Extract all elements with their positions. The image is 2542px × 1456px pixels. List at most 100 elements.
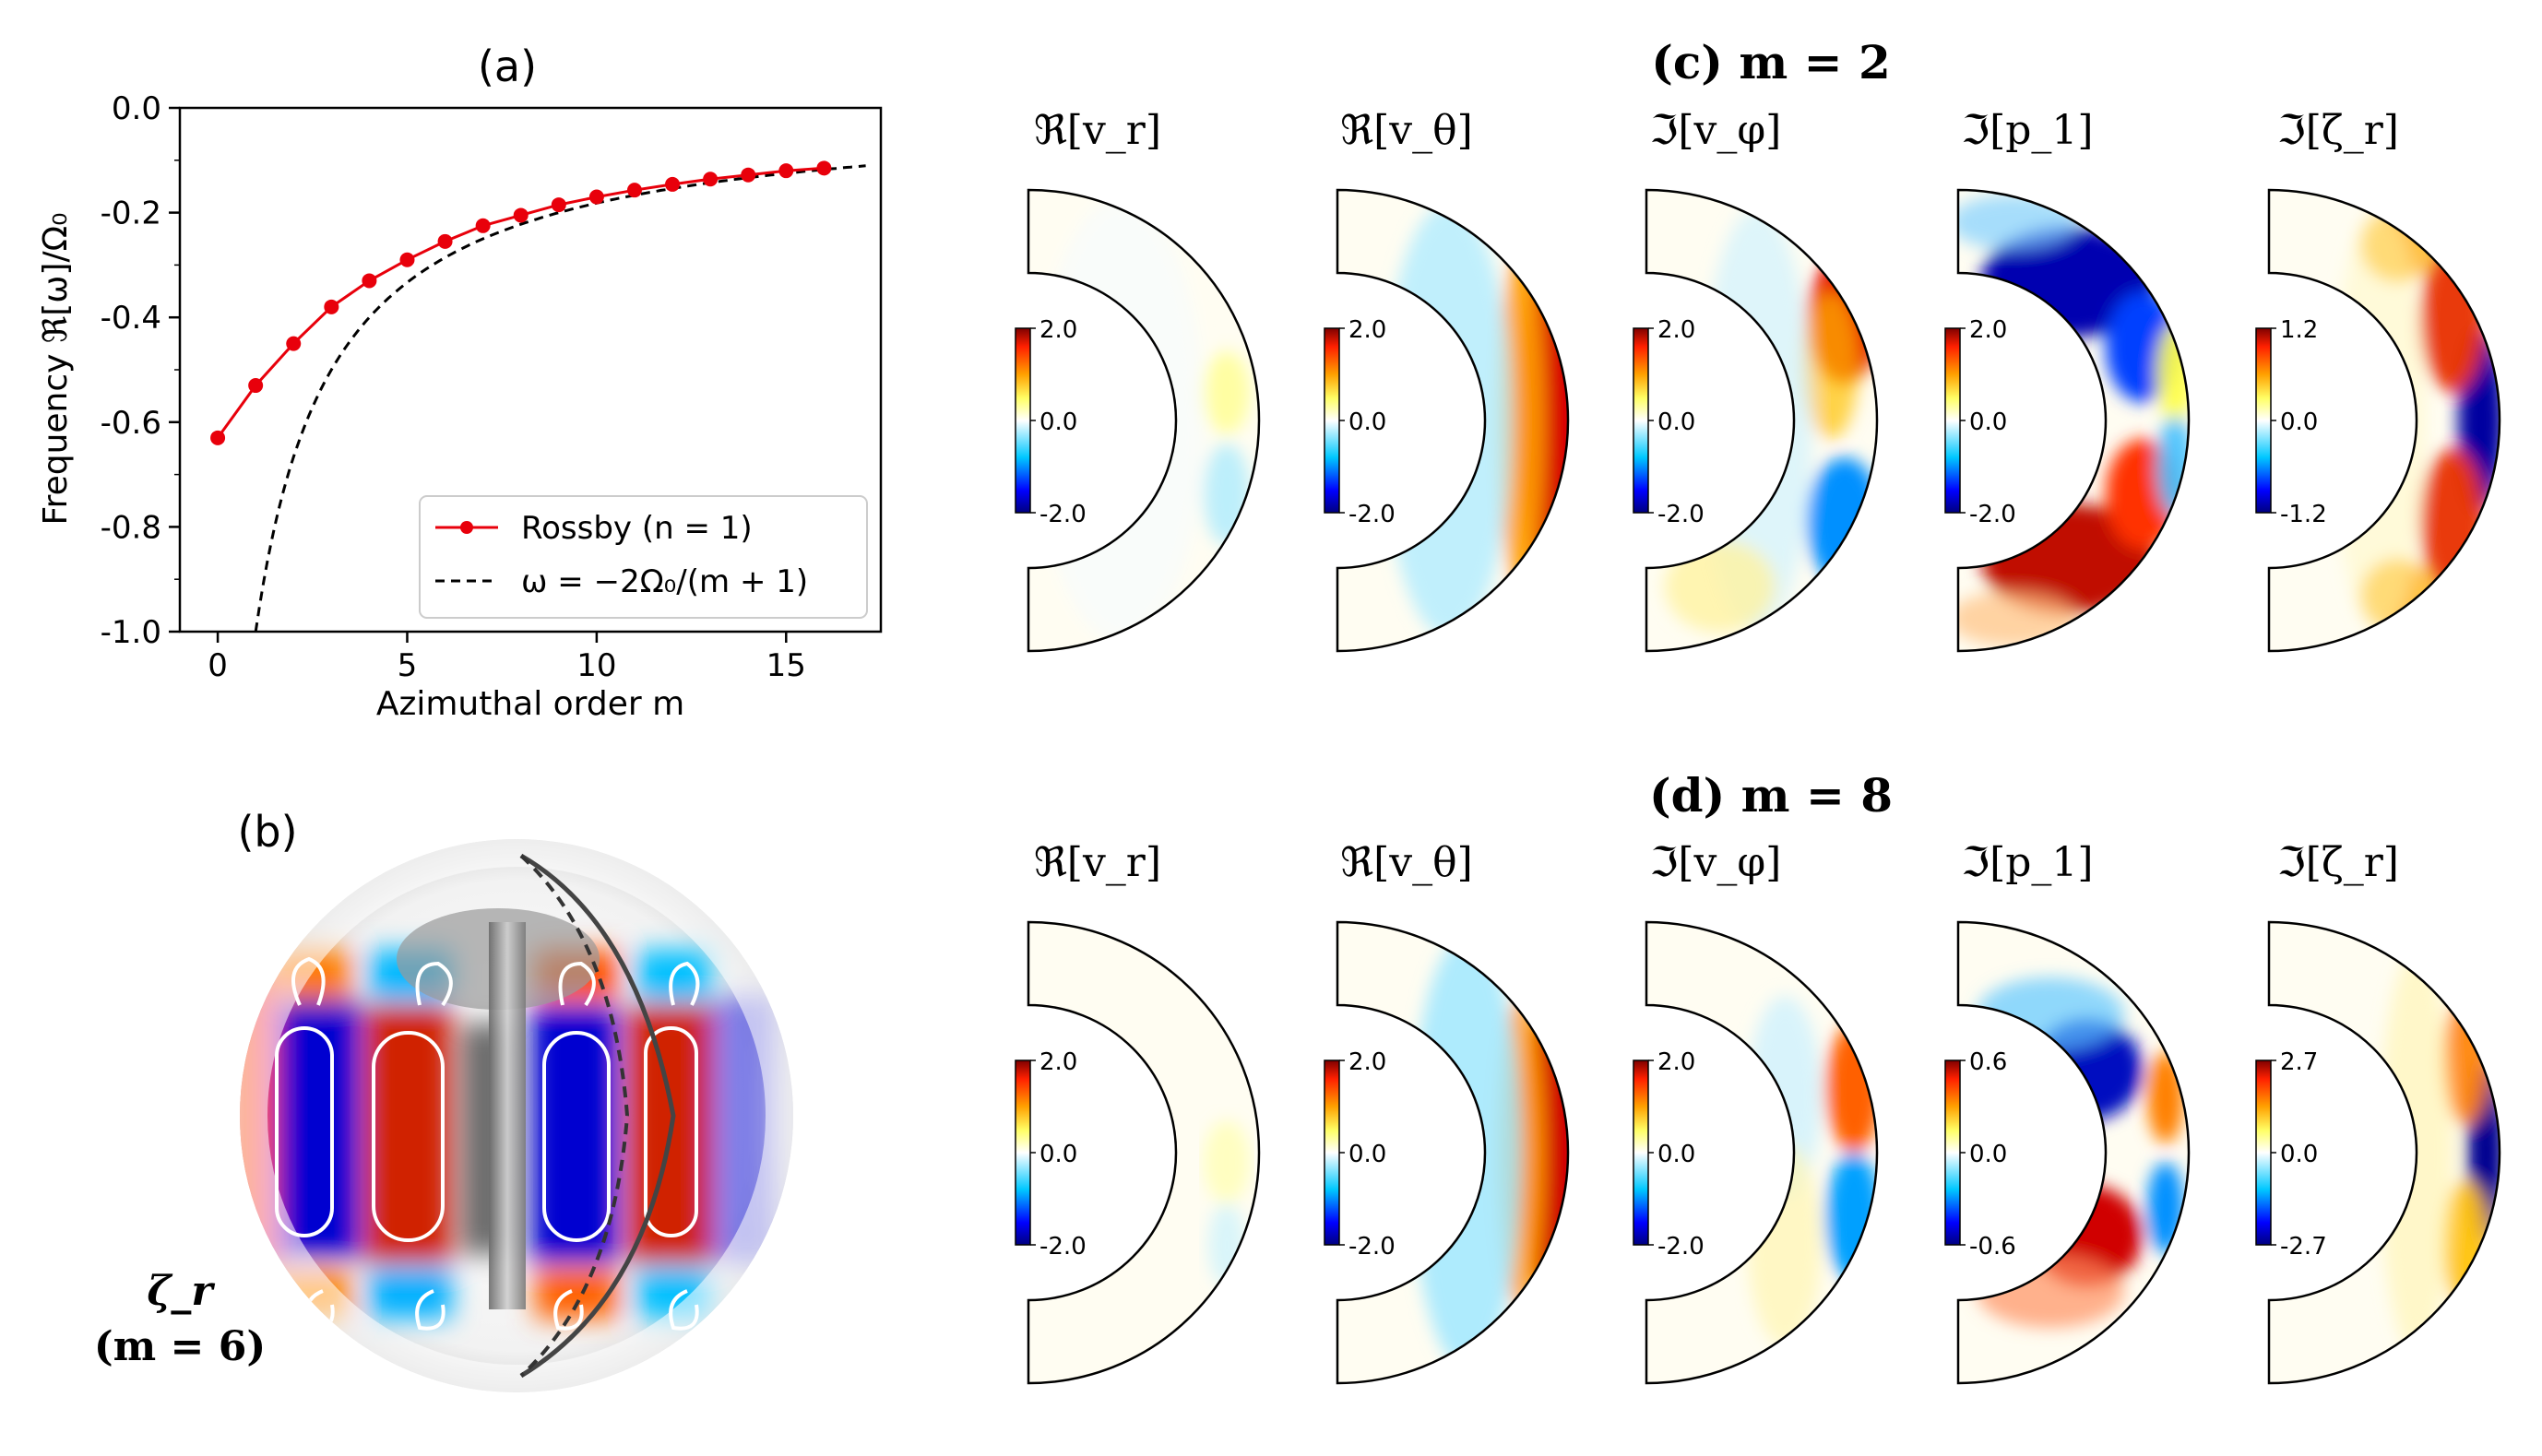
colorbar-label: 0.0 xyxy=(1657,408,1695,436)
rossby-point xyxy=(665,176,681,192)
rossby-point xyxy=(816,160,832,176)
slice-title: ℑ[ζ_r] xyxy=(2277,107,2399,154)
slice-title: ℑ[p_1] xyxy=(1961,839,2093,886)
rossby-point xyxy=(588,189,604,205)
x-tick-label: 5 xyxy=(398,647,418,684)
panel-d-slice-3: ℑ[p_1] 0.6 0.0 -0.6 xyxy=(1944,839,2191,1385)
legend-rossby-marker xyxy=(460,521,473,534)
rossby-point xyxy=(324,299,339,314)
legend-box xyxy=(419,495,868,619)
rossby-point xyxy=(513,207,529,223)
colorbar-label: 0.0 xyxy=(1969,1141,2007,1168)
field-blob xyxy=(1204,1120,1250,1203)
colorbar-label: 0.0 xyxy=(1039,408,1077,436)
rossby-point xyxy=(399,252,415,267)
slice-title: ℑ[v_φ] xyxy=(1650,107,1782,154)
colorbar-label: -2.0 xyxy=(1969,501,2016,528)
panel-c-slice-1: ℜ[v_θ] 2.0 0.0 -2.0 xyxy=(1324,107,1570,653)
colorbar-label: 2.0 xyxy=(1039,1048,1077,1076)
field-blob xyxy=(1411,936,1522,1369)
slice-title: ℑ[p_1] xyxy=(1961,107,2093,154)
rossby-point xyxy=(437,233,453,249)
panel-d-slice-2: ℑ[v_φ] 2.0 0.0 -2.0 xyxy=(1633,839,1879,1385)
field-blob xyxy=(1204,444,1250,545)
colorbar-label: -2.7 xyxy=(2280,1233,2327,1261)
colorbar-label: 2.0 xyxy=(1348,316,1386,344)
legend: Rossby (n = 1) ω = −2Ω₀/(m + 1) xyxy=(419,495,868,619)
series-analytic-line xyxy=(254,164,866,633)
colorbar-label: 0.0 xyxy=(1348,1141,1386,1168)
panel-c-slice-0: ℜ[v_r] 2.0 0.0 -2.0 xyxy=(1015,107,1261,653)
colorbar-label: -2.0 xyxy=(1039,1233,1087,1261)
panel-c-slice-4: ℑ[ζ_r] 1.2 0.0 -1.2 xyxy=(2255,107,2501,653)
slice-title: ℜ[v_θ] xyxy=(1340,107,1473,154)
rossby-point xyxy=(741,167,756,183)
slice-title: ℜ[v_θ] xyxy=(1340,839,1473,886)
colorbar xyxy=(2255,1059,2272,1246)
field-blob xyxy=(1958,195,2078,250)
field-blob xyxy=(2147,1051,2184,1143)
legend-rossby-label: Rossby (n = 1) xyxy=(521,510,753,547)
colorbar xyxy=(1944,327,1961,514)
panel-c-title: (c) m = 2 xyxy=(1651,35,1891,89)
panel-b-mode-label: (m = 6) xyxy=(94,1323,266,1370)
rossby-point xyxy=(703,172,719,187)
colorbar-label: 0.0 xyxy=(1039,1141,1077,1168)
panel-c-slice-2: ℑ[v_φ] 2.0 0.0 -2.0 xyxy=(1633,107,1879,653)
annulus-outline xyxy=(1336,920,1570,1385)
rossby-point xyxy=(778,163,794,179)
field-blob xyxy=(1665,540,1776,633)
y-axis-label: Frequency ℜ[ω]/Ω₀ xyxy=(37,212,75,525)
colorbar-label: -1.2 xyxy=(2280,501,2327,528)
field-blob xyxy=(1977,977,2124,1051)
colorbar-label: -2.0 xyxy=(1657,1233,1705,1261)
meridian-solid xyxy=(519,853,676,1379)
colorbar-label: -2.0 xyxy=(1657,501,1705,528)
colorbar-label: 2.0 xyxy=(1657,1048,1695,1076)
panel-a-title: (a) xyxy=(478,41,537,91)
panel-b-sphere: (b) xyxy=(94,807,793,1392)
annulus-fill xyxy=(1028,190,1259,651)
rossby-point xyxy=(286,336,302,351)
colorbar-label: 2.0 xyxy=(1969,316,2007,344)
y-tick-label: -1.0 xyxy=(101,614,161,651)
field-blob xyxy=(2334,208,2426,633)
field-blob xyxy=(1499,245,1545,596)
slice-title: ℜ[v_r] xyxy=(1034,839,1161,886)
y-tick-label: -0.4 xyxy=(101,300,161,337)
colorbar-label: 0.6 xyxy=(1969,1048,2007,1076)
y-tick-label: -0.2 xyxy=(101,195,161,232)
colorbar-label: 0.0 xyxy=(2280,408,2318,436)
y-tick-label: -0.8 xyxy=(101,509,161,546)
colorbar-label: 2.0 xyxy=(1657,316,1695,344)
y-tick-label: 0.0 xyxy=(112,90,161,127)
annulus-outline xyxy=(1956,188,2191,653)
meridian-dashed xyxy=(519,854,630,1378)
slice-title: ℑ[ζ_r] xyxy=(2277,839,2399,886)
field-blob xyxy=(1803,291,1859,439)
colorbar-label: 2.0 xyxy=(1348,1048,1386,1076)
x-tick-label: 0 xyxy=(208,647,228,684)
colorbar-label: -2.0 xyxy=(1348,501,1396,528)
annulus-outline xyxy=(2267,920,2501,1385)
annulus-outline xyxy=(1956,920,2191,1385)
rossby-point xyxy=(210,430,226,445)
annulus-outline xyxy=(1645,188,1879,653)
colorbar-label: 2.0 xyxy=(1039,316,1077,344)
colorbar-label: 0.0 xyxy=(1969,408,2007,436)
field-blob xyxy=(2147,1162,2184,1254)
colorbar xyxy=(2255,327,2272,514)
rossby-point xyxy=(248,378,264,394)
annulus-outline xyxy=(1336,188,1570,653)
colorbar-label: -2.0 xyxy=(1039,501,1087,528)
colorbar xyxy=(1633,1059,1649,1246)
rossby-point xyxy=(362,273,377,289)
x-axis-label: Azimuthal order m xyxy=(376,685,684,723)
annulus-outline xyxy=(1027,920,1261,1385)
annulus-fill xyxy=(1028,922,1259,1383)
panel-d-title: (d) m = 8 xyxy=(1649,768,1893,823)
annulus-outline xyxy=(1645,920,1879,1385)
x-tick-label: 15 xyxy=(766,647,806,684)
rossby-point xyxy=(626,183,642,198)
panel-b-label: (b) xyxy=(237,807,297,857)
